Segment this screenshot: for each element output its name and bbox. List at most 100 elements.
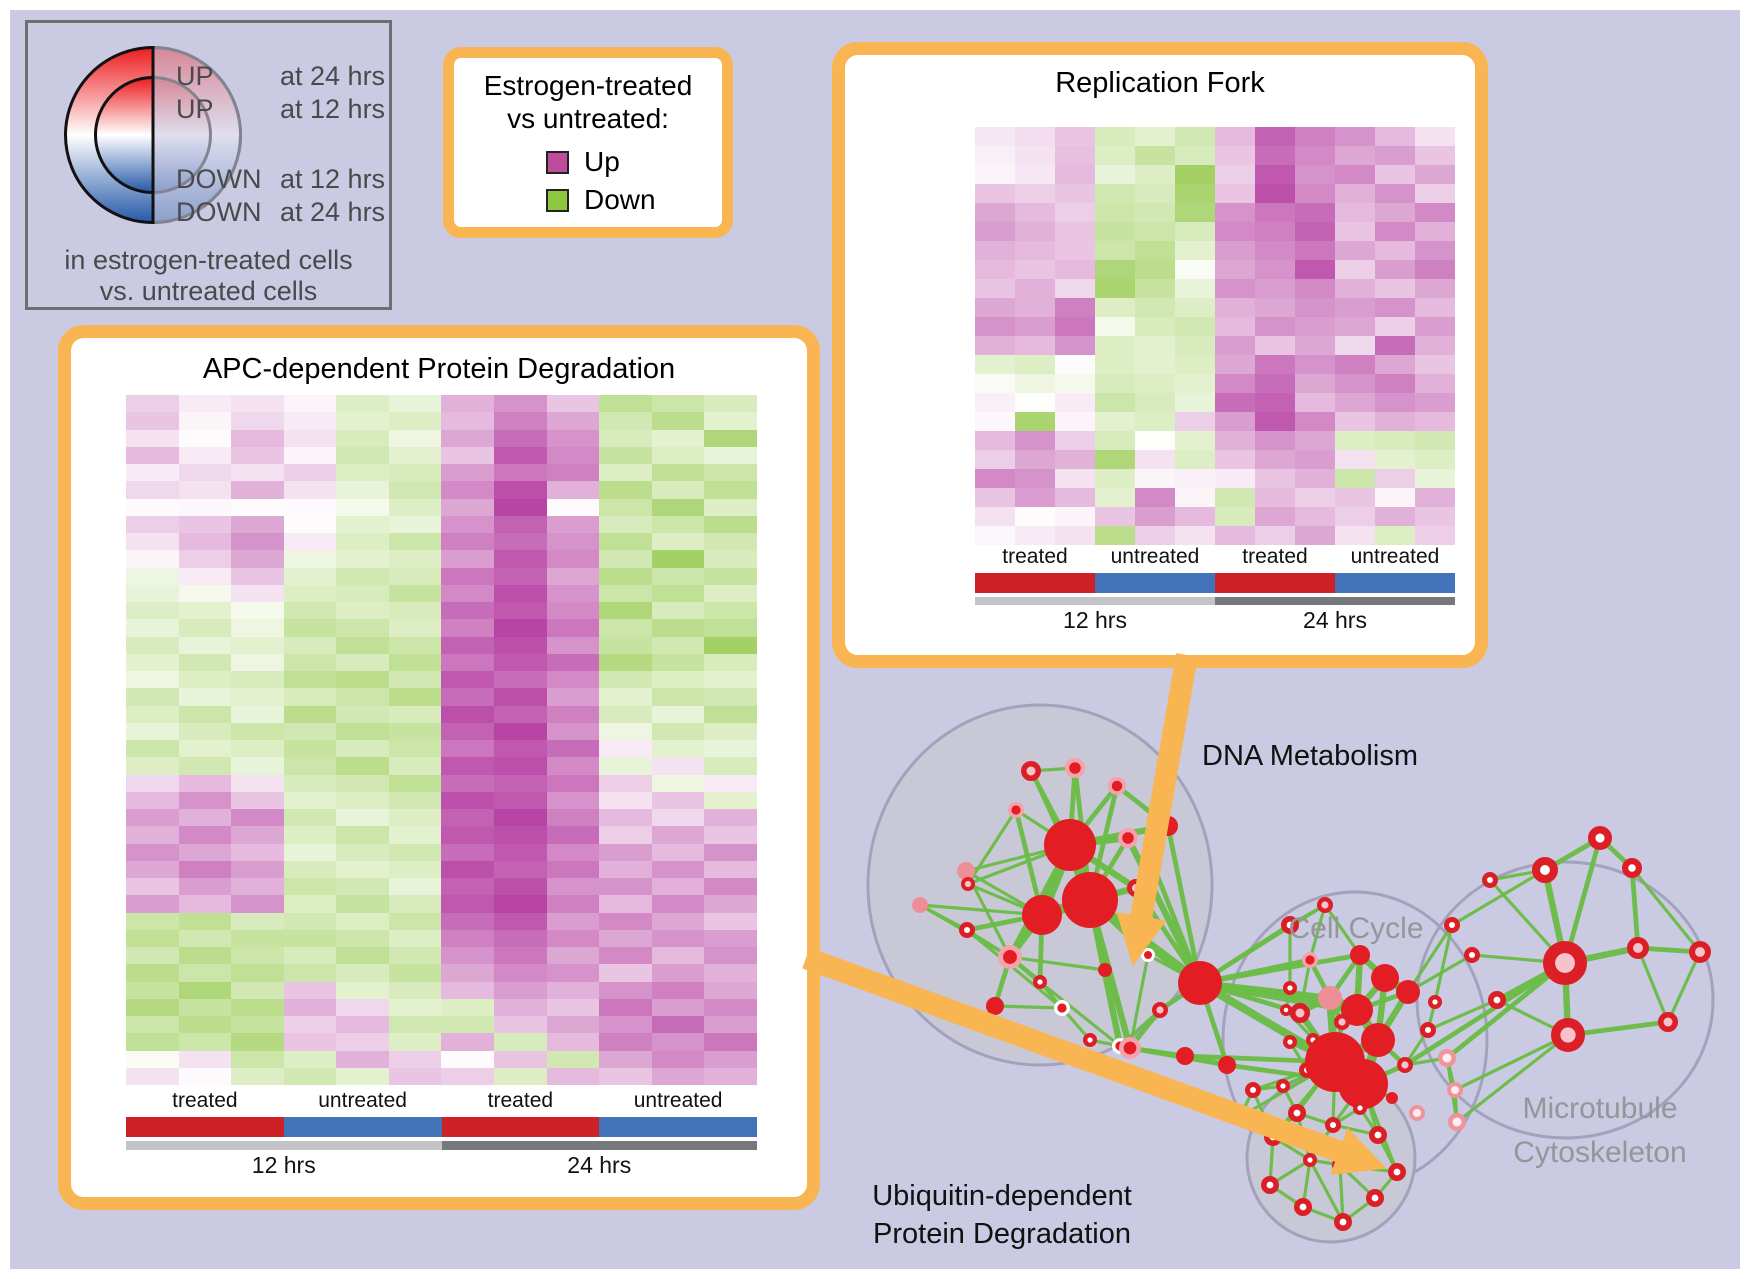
heatmap-cell: [975, 355, 1015, 374]
heatmap-cell: [1135, 393, 1175, 412]
heatmap-cell: [546, 395, 600, 413]
heatmap-cell: [231, 740, 284, 758]
heatmap-cell: [1015, 374, 1055, 393]
heatmap-cell: [1295, 469, 1335, 488]
heatmap-cell: [975, 222, 1015, 241]
legend-down-24-word: DOWN: [176, 197, 262, 227]
heatmap-cell: [388, 619, 442, 637]
heatmap-cell: [1055, 241, 1095, 260]
legend-up-24-word: UP: [176, 61, 214, 91]
heatmap-cell: [546, 1050, 600, 1068]
heatmap-cell: [388, 757, 442, 775]
heatmap-cell: [283, 464, 337, 482]
heatmap-cell: [704, 981, 757, 999]
heatmap-cell: [599, 584, 652, 602]
treated-bar: [975, 573, 1095, 593]
heatmap-cell: [283, 929, 337, 947]
down-color-swatch-icon: [546, 188, 569, 212]
heatmap-cell: [704, 584, 757, 602]
heatmap-cell: [283, 619, 337, 637]
col-label-treated-12: treated: [1002, 545, 1068, 568]
heatmap-cell: [704, 550, 757, 568]
heatmap-cell: [1215, 355, 1255, 374]
heatmap-cell: [1095, 241, 1135, 260]
heatmap-cell: [388, 1016, 442, 1034]
heatmap-cell: [336, 964, 389, 982]
heatmap-cell: [283, 533, 337, 551]
heatmap-cell: [1175, 507, 1215, 526]
heatmap-cell: [1015, 488, 1055, 507]
heatmap-cell: [441, 550, 495, 568]
heatmap-cell: [1055, 374, 1095, 393]
heatmap-cell: [1255, 488, 1295, 507]
heatmap-cell: [231, 981, 284, 999]
heatmap-cell: [651, 688, 705, 706]
heatmap-cell: [388, 429, 442, 447]
heatmap-cell: [1295, 336, 1335, 355]
heatmap-cell: [1135, 450, 1175, 469]
heatmap-cell: [1175, 488, 1215, 507]
heatmap-cell: [546, 498, 600, 516]
heatmap-cell: [1135, 241, 1175, 260]
heatmap-cell: [283, 878, 337, 896]
heatmap-cell: [441, 860, 495, 878]
heatmap-cell: [441, 981, 495, 999]
heatmap-cell: [599, 1050, 652, 1068]
col-label-untreated-24: untreated: [633, 1089, 723, 1112]
heatmap-cell: [178, 878, 232, 896]
heatmap-cell: [336, 912, 389, 930]
heatmap-cell: [975, 507, 1015, 526]
heatmap-cell: [1175, 184, 1215, 203]
heatmap-cell: [1215, 241, 1255, 260]
heatmap-cell: [388, 791, 442, 809]
apc-time-bars: [126, 1141, 757, 1150]
heatmap-cell: [388, 981, 442, 999]
cell-cycle-label: Cell Cycle: [1288, 912, 1424, 945]
heatmap-cell: [126, 619, 179, 637]
heatmap-cell: [1215, 488, 1255, 507]
heatmap-cell: [1255, 393, 1295, 412]
heatmap-cell: [1175, 526, 1215, 545]
heatmap-cell: [1335, 450, 1375, 469]
heatmap-cell: [546, 446, 600, 464]
heatmap-cell: [546, 964, 600, 982]
heatmap-cell: [1015, 412, 1055, 431]
heatmap-cell: [599, 774, 652, 792]
heatmap-cell: [1295, 374, 1335, 393]
heatmap-cell: [599, 412, 652, 430]
heatmap-cell: [599, 550, 652, 568]
heatmap-cell: [441, 912, 495, 930]
heatmap-cell: [546, 602, 600, 620]
heatmap-cell: [178, 774, 232, 792]
heatmap-cell: [126, 981, 179, 999]
heatmap-cell: [1375, 241, 1415, 260]
heatmap-cell: [1135, 374, 1175, 393]
heatmap-cell: [1415, 165, 1455, 184]
heatmap-cell: [1175, 146, 1215, 165]
heatmap-cell: [283, 757, 337, 775]
heatmap-cell: [975, 336, 1015, 355]
heatmap-cell: [651, 809, 705, 827]
heatmap-cell: [441, 533, 495, 551]
heatmap-cell: [651, 1050, 705, 1068]
heatmap-cell: [546, 947, 600, 965]
heatmap-cell: [231, 895, 284, 913]
heatmap-cell: [336, 412, 389, 430]
heatmap-cell: [546, 533, 600, 551]
heatmap-cell: [231, 929, 284, 947]
heatmap-cell: [1415, 526, 1455, 545]
heatmap-cell: [1295, 222, 1335, 241]
heatmap-cell: [1335, 393, 1375, 412]
heatmap-cell: [1215, 317, 1255, 336]
up-color-swatch-icon: [546, 150, 569, 174]
heatmap-cell: [388, 722, 442, 740]
heatmap-cell: [126, 947, 179, 965]
heatmap-cell: [178, 791, 232, 809]
heatmap-cell: [1135, 317, 1175, 336]
heatmap-cell: [1375, 146, 1415, 165]
heatmap-cell: [1095, 127, 1135, 146]
heatmap-cell: [178, 895, 232, 913]
col-label-untreated-12: untreated: [318, 1089, 407, 1112]
heatmap-cell: [1375, 317, 1415, 336]
heatmap-cell: [178, 636, 232, 654]
